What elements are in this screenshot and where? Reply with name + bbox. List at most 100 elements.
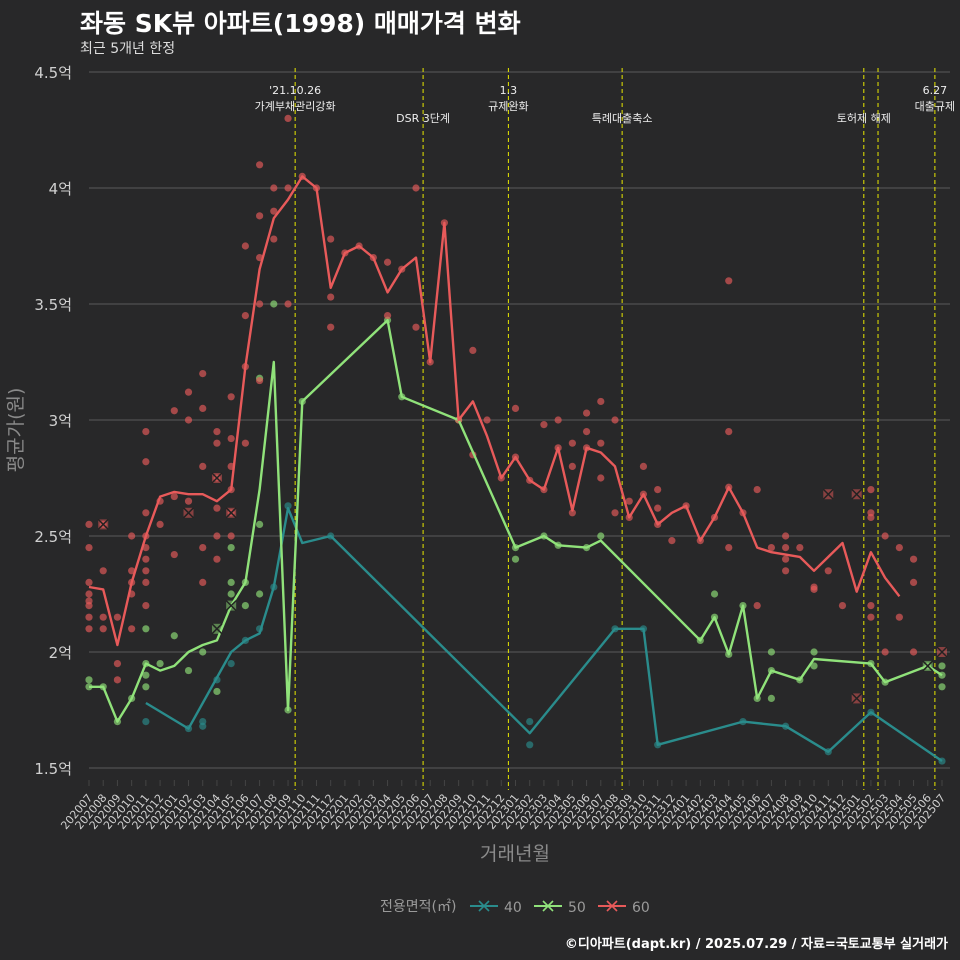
point-60 [383, 258, 392, 266]
x-mark-stroke [922, 660, 934, 672]
point-60 [113, 613, 122, 621]
point-60 [782, 544, 790, 552]
point-60 [568, 462, 576, 470]
point-50 [227, 544, 235, 552]
point-60 [199, 462, 207, 470]
point-40 [199, 722, 207, 730]
point-60 [85, 590, 93, 598]
legend-label-60: 60 [632, 900, 650, 916]
point-60 [327, 293, 335, 301]
point-60 [270, 184, 278, 192]
point-60 [184, 388, 193, 396]
point-60 [597, 439, 605, 447]
legend-label-50: 50 [568, 900, 586, 916]
point-60 [227, 434, 235, 443]
x-mark-60 [97, 518, 109, 530]
x-mark-stroke [851, 692, 863, 704]
event-lines [294, 68, 936, 790]
point-60 [256, 212, 264, 220]
point-50 [767, 694, 776, 703]
point-60 [99, 567, 107, 575]
point-60 [412, 323, 420, 331]
x-mark-60 [851, 692, 863, 704]
point-60 [227, 393, 235, 401]
point-50 [938, 662, 946, 670]
point-60 [113, 676, 122, 684]
point-60 [85, 597, 93, 605]
point-40 [526, 718, 534, 726]
chart-title: 좌동 SK뷰 아파트(1998) 매매가격 변화 [80, 9, 521, 38]
point-60 [767, 544, 776, 552]
point-60 [582, 409, 591, 417]
point-50 [213, 687, 221, 696]
point-60 [213, 555, 221, 563]
point-60 [142, 509, 150, 517]
point-40 [227, 660, 235, 668]
x-mark-stroke [211, 623, 223, 635]
x-mark-60 [851, 488, 863, 500]
x-mark-stroke [822, 488, 834, 500]
point-60 [469, 346, 477, 354]
chart-subtitle: 최근 5개년 한정 [80, 41, 176, 57]
point-60 [753, 486, 761, 494]
point-60 [824, 567, 832, 575]
point-50 [938, 683, 946, 691]
point-60 [810, 585, 818, 593]
point-60 [213, 504, 221, 512]
point-60 [284, 300, 292, 308]
point-60 [753, 602, 761, 610]
point-60 [256, 376, 264, 385]
x-mark-stroke [851, 488, 863, 500]
point-60 [867, 486, 875, 494]
point-60 [895, 544, 903, 552]
point-60 [725, 544, 733, 552]
x-mark-stroke [97, 518, 109, 530]
y-axis-title: 평균가(원) [5, 388, 27, 473]
legend-x-60 [606, 900, 618, 912]
point-50 [184, 666, 193, 675]
point-60 [99, 625, 107, 633]
point-60 [909, 648, 918, 656]
point-60 [156, 520, 164, 529]
annotation-text: 6.27 [923, 84, 948, 97]
point-60 [725, 428, 733, 436]
point-60 [327, 235, 335, 243]
point-60 [199, 544, 207, 552]
y-tick-label: 4.5억 [34, 64, 72, 82]
point-60 [383, 312, 392, 320]
annotation-text: 대출규제 [915, 100, 955, 113]
point-60 [611, 509, 619, 517]
x-mark-50 [922, 660, 934, 672]
y-ticks: 1.5억 2억 2.5억 3억 3.5억 4억 4.5억 [34, 64, 72, 778]
point-40 [284, 502, 292, 510]
point-60 [128, 625, 136, 633]
legend-title: 전용면적(㎡) [380, 899, 456, 915]
annotation-text: 가계부채관리강화 [255, 100, 336, 113]
point-60 [99, 613, 107, 621]
point-60 [184, 416, 193, 424]
point-60 [227, 532, 235, 540]
point-40 [142, 718, 150, 726]
point-50 [767, 648, 776, 656]
annotation-text: 규제완화 [488, 100, 528, 113]
point-60 [142, 602, 150, 610]
point-60 [483, 416, 491, 424]
point-50 [710, 590, 719, 598]
point-60 [782, 532, 790, 540]
point-60 [867, 513, 875, 522]
point-60 [199, 370, 207, 378]
point-60 [241, 242, 249, 250]
point-50 [227, 578, 235, 587]
point-60 [142, 458, 150, 466]
point-60 [540, 421, 548, 429]
point-50 [810, 662, 818, 670]
point-60 [284, 184, 292, 192]
annotation-text: DSR 3단계 [396, 112, 450, 125]
point-60 [582, 428, 591, 436]
series-lines [88, 175, 943, 762]
point-50 [597, 532, 605, 540]
annotation-text: 토허제 해제 [837, 111, 891, 125]
point-60 [554, 416, 562, 424]
